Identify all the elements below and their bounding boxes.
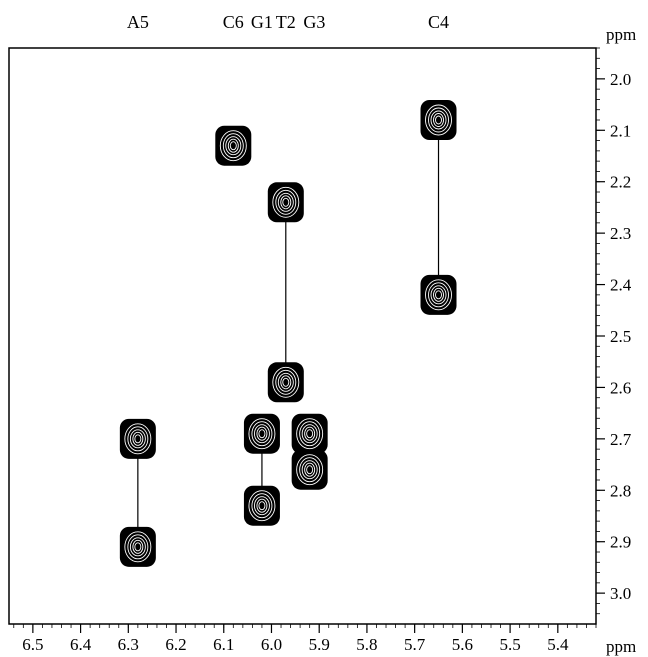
peak — [243, 485, 280, 526]
x-axis-label: ppm — [606, 637, 636, 656]
y-tick-label: 2.1 — [610, 121, 631, 140]
peak — [420, 100, 457, 140]
y-tick-label: 2.8 — [610, 481, 631, 500]
residue-label-a5: A5 — [127, 12, 149, 32]
y-tick-label: 2.0 — [610, 70, 631, 89]
residue-label-g1: G1 — [251, 12, 273, 32]
x-tick-label: 6.1 — [213, 635, 234, 654]
x-tick-label: 5.5 — [499, 635, 520, 654]
x-tick-label: 5.6 — [452, 635, 473, 654]
peak — [267, 362, 304, 403]
residue-label-t2: T2 — [276, 12, 296, 32]
y-tick-label: 2.4 — [610, 276, 632, 295]
peaks — [119, 100, 457, 567]
residue-label-g3: G3 — [303, 12, 325, 32]
y-tick-label: 2.6 — [610, 378, 631, 397]
y-tick-label: 2.7 — [610, 430, 632, 449]
y-tick-label: 2.3 — [610, 224, 631, 243]
x-tick-label: 6.2 — [165, 635, 186, 654]
y-axis: 2.0 2.1 2.2 2.3 2.4 2.5 2.6 2.7 2.8 2.9 3.0 — [596, 47, 632, 615]
plot-frame — [8, 47, 597, 625]
x-tick-label: 5.4 — [547, 635, 569, 654]
y-tick-label: 2.9 — [610, 533, 631, 552]
x-tick-label: 5.7 — [404, 635, 426, 654]
peak — [267, 182, 304, 223]
y-tick-label: 2.2 — [610, 173, 631, 192]
y-axis-label: ppm — [606, 25, 636, 44]
x-tick-label: 6.0 — [261, 635, 282, 654]
peak — [243, 413, 280, 454]
residue-label-c4: C4 — [428, 12, 449, 32]
residue-labels: A5 C6 G1 T2 G3 C4 — [127, 12, 449, 32]
x-tick-label: 5.9 — [309, 635, 330, 654]
x-tick-label: 6.5 — [22, 635, 43, 654]
peak — [420, 274, 457, 315]
y-tick-label: 3.0 — [610, 584, 631, 603]
peak — [291, 413, 328, 454]
y-tick-label: 2.5 — [610, 327, 631, 346]
x-tick-label: 5.8 — [356, 635, 377, 654]
x-tick-label: 6.4 — [70, 635, 92, 654]
peak — [215, 125, 252, 166]
peak — [119, 526, 156, 567]
x-tick-label: 6.3 — [118, 635, 139, 654]
peak — [119, 418, 156, 459]
residue-label-c6: C6 — [223, 12, 244, 32]
peak — [291, 449, 328, 490]
x-axis: 6.5 6.4 6.3 6.2 6.1 6.0 5.9 5.8 5.7 5.6 5.5 5.4 — [13, 624, 597, 654]
